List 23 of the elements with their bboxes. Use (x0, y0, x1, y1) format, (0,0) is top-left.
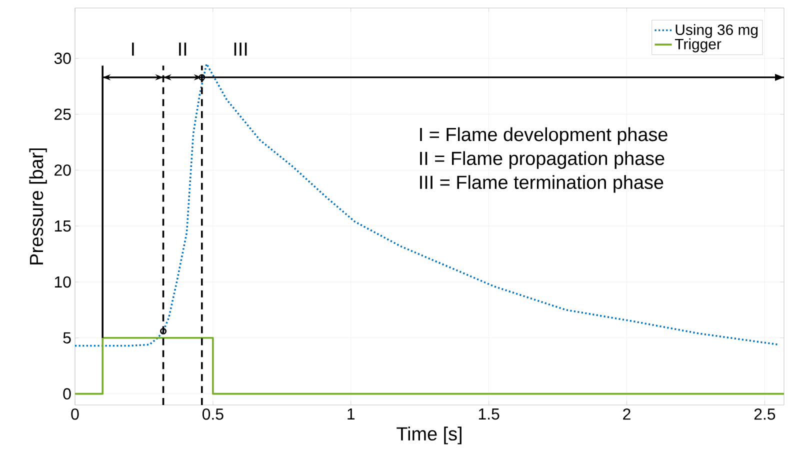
y-tick-label: 25 (54, 108, 71, 120)
y-tick-label: 20 (54, 164, 71, 176)
y-tick-label: 30 (54, 52, 71, 64)
x-tick-label: 0.5 (202, 408, 224, 420)
x-tick-label: 2.5 (754, 408, 776, 420)
y-tick-label: 0 (63, 388, 71, 400)
annotation: I (132, 42, 134, 56)
annotation: II = Flame propagation phase (420, 151, 664, 169)
annotation: I = Flame development phase (420, 127, 668, 145)
annotation: III (234, 42, 247, 56)
x-tick-label: 2 (623, 408, 630, 420)
y-axis-title: Pressure [bar] (29, 148, 47, 264)
legend-label: Trigger (674, 38, 722, 52)
y-tick-label: 15 (54, 220, 71, 232)
x-tick-label: 1.5 (478, 408, 500, 420)
x-tick-label: 1 (348, 408, 355, 420)
y-tick-label: 10 (54, 276, 71, 288)
annotation: III = Flame termination phase (420, 175, 664, 193)
annotation: II (179, 42, 186, 56)
x-axis-title: Time [s] (396, 426, 462, 444)
legend-label: Using 36 mg (676, 24, 758, 38)
y-tick-label: 5 (63, 332, 71, 344)
x-tick-label: 0 (71, 408, 79, 420)
